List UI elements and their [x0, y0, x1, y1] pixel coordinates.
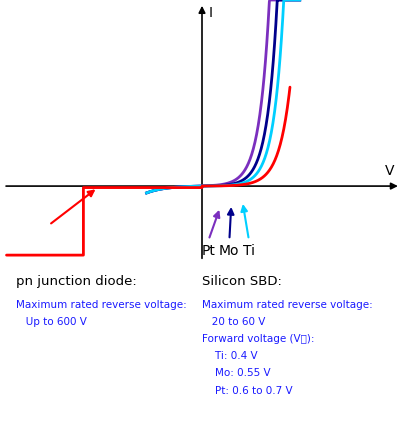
Text: Ti: 0.4 V: Ti: 0.4 V: [202, 351, 258, 361]
Text: Silicon SBD:: Silicon SBD:: [202, 275, 282, 288]
Text: Ti: Ti: [243, 244, 255, 258]
Text: Maximum rated reverse voltage:: Maximum rated reverse voltage:: [202, 300, 373, 310]
Text: Forward voltage (V₟):: Forward voltage (V₟):: [202, 334, 314, 344]
Text: Maximum rated reverse voltage:: Maximum rated reverse voltage:: [16, 300, 187, 310]
Text: Pt: 0.6 to 0.7 V: Pt: 0.6 to 0.7 V: [202, 386, 292, 395]
Text: Up to 600 V: Up to 600 V: [16, 317, 87, 327]
Text: 20 to 60 V: 20 to 60 V: [202, 317, 265, 327]
Text: pn junction diode:: pn junction diode:: [16, 275, 137, 288]
Text: Mo: Mo: [219, 244, 240, 258]
Text: V: V: [385, 164, 394, 178]
Text: Mo: 0.55 V: Mo: 0.55 V: [202, 368, 271, 378]
Text: I: I: [208, 6, 213, 20]
Text: Pt: Pt: [202, 244, 215, 258]
